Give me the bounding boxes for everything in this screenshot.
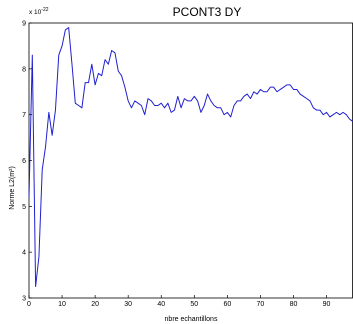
- plot-area: [28, 22, 353, 299]
- series-line: [28, 27, 353, 288]
- y-exponent-label: x 10-22: [29, 7, 49, 16]
- x-tick-label: 30: [124, 301, 132, 308]
- x-tick-label: 0: [27, 301, 31, 308]
- y-tick-label: 8: [22, 66, 26, 73]
- x-tick-label: 80: [290, 301, 298, 308]
- y-tick-label: 9: [22, 21, 26, 28]
- x-tick-label: 90: [323, 301, 331, 308]
- y-tick-label: 5: [22, 204, 26, 211]
- x-tick-label: 60: [223, 301, 231, 308]
- x-axis: 0 10 20 30 40 50 60 70 80 90: [27, 295, 331, 308]
- x-tick-label: 10: [58, 301, 66, 308]
- y-tick-label: 3: [22, 296, 26, 303]
- y-tick-label: 6: [22, 158, 26, 165]
- x-tick-label: 50: [190, 301, 198, 308]
- y-tick-label: 4: [22, 250, 26, 257]
- axes-box: [28, 22, 353, 299]
- x-tick-label: 70: [257, 301, 265, 308]
- y-axis: 3 4 5 6 7 8 9: [22, 21, 32, 303]
- y-exponent-power: -22: [41, 7, 48, 13]
- x-tick-label: 40: [157, 301, 165, 308]
- y-axis-label: Norme L2(m²): [9, 166, 16, 210]
- x-axis-label: nbre echantillons: [165, 316, 218, 323]
- y-tick-label: 7: [22, 112, 26, 119]
- chart-title: PCONT3 DY: [173, 5, 242, 19]
- x-tick-label: 20: [91, 301, 99, 308]
